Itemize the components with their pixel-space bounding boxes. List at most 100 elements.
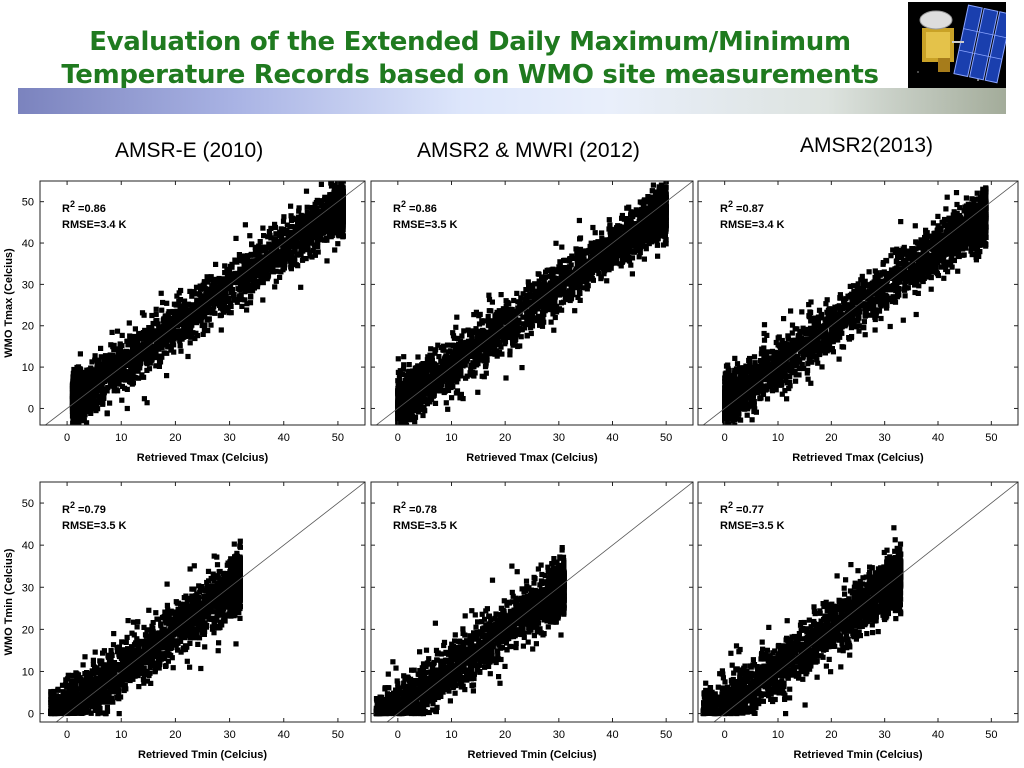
scatter-point xyxy=(418,395,424,401)
scatter-point xyxy=(93,408,99,414)
scatter-point xyxy=(649,239,655,245)
scatter-point xyxy=(593,244,599,250)
scatter-point xyxy=(271,256,277,262)
scatter-point xyxy=(500,335,506,341)
scatter-point xyxy=(115,381,121,387)
scatter-point xyxy=(574,258,580,264)
scatter-point xyxy=(612,260,619,266)
scatter-point xyxy=(395,369,401,375)
scatter-point xyxy=(77,351,83,357)
scatter-point xyxy=(163,317,169,323)
scatter-point xyxy=(216,295,222,301)
scatter-point xyxy=(200,299,206,305)
scatter-point xyxy=(250,288,256,294)
scatter-point xyxy=(75,364,82,370)
scatter-point xyxy=(433,347,439,353)
scatter-point xyxy=(657,192,663,198)
scatter-point xyxy=(483,370,489,376)
scatter-point xyxy=(238,277,244,283)
scatter-point xyxy=(73,369,79,375)
scatter-point xyxy=(76,391,82,397)
scatter-point xyxy=(442,388,448,394)
scatter-point xyxy=(146,325,152,331)
scatter-point xyxy=(254,263,260,269)
scatter-point xyxy=(318,237,324,243)
scatter-point xyxy=(473,326,479,332)
scatter-point xyxy=(174,322,181,328)
scatter-point xyxy=(123,374,129,380)
scatter-point xyxy=(545,293,551,299)
scatter-point xyxy=(173,302,179,308)
scatter-point xyxy=(333,197,339,203)
scatter-point xyxy=(474,354,480,360)
scatter-point xyxy=(274,252,281,258)
scatter-point xyxy=(305,212,311,218)
scatter-point xyxy=(403,418,409,424)
scatter-point xyxy=(265,257,272,263)
scatter-point xyxy=(322,218,328,224)
scatter-point xyxy=(411,402,417,408)
scatter-point xyxy=(338,218,344,225)
scatter-point xyxy=(536,271,542,277)
scatter-point xyxy=(548,270,554,276)
scatter-point xyxy=(95,388,101,394)
scatter-point xyxy=(127,333,133,339)
scatter-point xyxy=(298,212,304,218)
scatter-point xyxy=(647,223,653,229)
scatter-point xyxy=(181,304,187,310)
scatter-point xyxy=(87,376,93,382)
x-tick-label: 30 xyxy=(223,432,235,444)
scatter-point xyxy=(102,353,109,359)
scatter-point xyxy=(407,385,413,391)
scatter-point xyxy=(397,444,402,449)
scatter-point xyxy=(340,199,346,206)
scatter-point xyxy=(415,374,421,380)
scatter-point xyxy=(125,355,131,361)
scatter-point xyxy=(303,228,309,234)
scatter-point xyxy=(190,317,196,324)
scatter-point xyxy=(143,359,149,366)
scatter-point xyxy=(149,312,155,319)
scatter-point xyxy=(237,293,243,299)
scatter-point xyxy=(215,300,221,306)
scatter-point xyxy=(280,255,286,262)
scatter-point xyxy=(88,406,94,412)
scatter-point xyxy=(205,286,211,292)
scatter-point xyxy=(175,335,181,341)
scatter-point xyxy=(608,229,614,235)
scatter-point xyxy=(663,237,669,243)
scatter-point xyxy=(450,377,457,383)
scatter-point xyxy=(186,326,192,332)
scatter-point xyxy=(282,243,288,249)
scatter-point xyxy=(77,430,82,435)
scatter-point xyxy=(90,379,96,385)
scatter-point xyxy=(636,220,642,226)
scatter-point xyxy=(273,278,279,284)
scatter-point xyxy=(568,275,574,281)
title-gradient-bar xyxy=(18,88,1006,114)
scatter-point xyxy=(410,368,416,374)
scatter-point xyxy=(323,235,329,241)
scatter-point xyxy=(334,191,340,197)
scatter-point xyxy=(418,406,424,413)
scatter-point xyxy=(338,211,344,217)
scatter-point xyxy=(631,249,637,255)
scatter-point xyxy=(288,213,294,219)
scatter-point xyxy=(284,222,290,228)
scatter-point xyxy=(606,217,612,223)
column-title-amsr-e-2010: AMSR-E (2010) xyxy=(115,139,264,162)
scatter-point xyxy=(88,365,94,371)
scatter-point xyxy=(422,390,428,396)
scatter-point xyxy=(144,400,150,406)
scatter-point xyxy=(406,362,412,368)
scatter-point xyxy=(571,284,577,290)
scatter-point xyxy=(476,328,482,334)
scatter-point xyxy=(201,327,207,333)
scatter-point xyxy=(178,287,184,294)
scatter-point xyxy=(218,302,224,308)
scatter-point xyxy=(507,352,513,358)
scatter-point xyxy=(260,262,266,268)
scatter-point xyxy=(611,231,617,237)
x-tick-label: 50 xyxy=(332,432,344,444)
